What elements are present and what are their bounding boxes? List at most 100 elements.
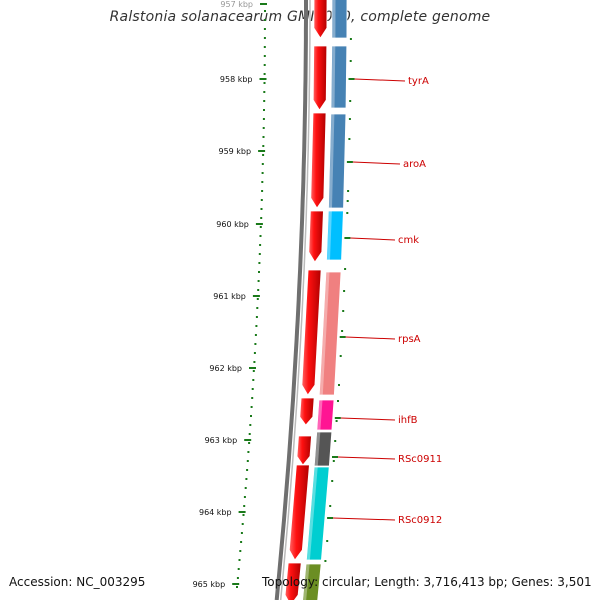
scale-dot [261,172,264,174]
gene-label-tyrA: tyrA [348,76,429,87]
gene-block [316,399,335,431]
scale-dot [335,420,338,422]
forward-gene-arrow [296,435,312,466]
scale-dot [263,28,266,30]
scale-dot [253,352,256,354]
backbone-highlight [279,0,311,600]
tick-mark [244,439,252,441]
gene-name: RSc0912 [398,515,442,526]
scale-dot [252,379,255,381]
scale-dot [236,577,239,579]
scale-dot [243,505,246,507]
scale-dot [260,208,263,210]
gene-label-rpsA: rpsA [339,334,421,345]
scale-dot [239,550,242,552]
scale-dot [347,190,350,192]
scale-dot [258,262,261,264]
scale-dot [261,163,264,165]
scale-dot [263,100,266,102]
scale-dot [341,330,344,332]
forward-gene-arrow [301,269,322,396]
scale-dot [240,541,243,543]
scale-dot [246,460,249,462]
forward-gene-arrow [312,45,328,111]
scale-dot [246,469,249,471]
gene-block [330,45,348,109]
gene-name: tyrA [408,76,429,87]
scale-ticks: 957 kbp 958 kbp 959 kbp 960 kbp 961 kbp 962 k… [193,0,267,589]
scale-dot [349,38,352,40]
scale-dot [326,540,329,542]
scale-dot [263,46,266,48]
scale-dot [251,397,254,399]
scale-dot [261,190,264,192]
scale-dot [237,568,240,570]
scale-dot [255,325,258,327]
gene-name: cmk [398,235,419,246]
gene-name: RSc0911 [398,454,442,465]
gene-block [326,210,344,261]
gene-block [331,0,348,39]
tick-label: 962 kbp [209,364,242,373]
scale-dot [329,505,332,507]
scale-dot [240,532,243,534]
scale-dot [263,73,266,75]
tick-label: 960 kbp [216,220,249,229]
gene-block [302,563,322,600]
scale-dot [346,200,349,202]
gene-block [328,113,347,209]
genome-backbone [274,0,311,600]
scale-dot [263,55,266,57]
scale-dot [257,289,260,291]
scale-dot [349,60,352,62]
scale-dot [264,19,266,21]
scale-dot [259,244,262,246]
scale-dot [263,64,266,66]
forward-gene-arrow [308,210,324,263]
tick-label: 963 kbp [205,436,238,445]
scale-dot [324,560,327,562]
scale-dot [236,586,238,588]
gene-label-RSc0912: RSc0912 [327,515,442,526]
forward-gene-arrow [299,397,315,426]
genome-summary-text: Topology: circular; Length: 3,716,413 bp… [262,575,592,589]
tick-label: 964 kbp [199,508,232,517]
scale-dot [254,334,257,336]
scale-dot [259,226,262,228]
gene-name: ihfB [398,415,418,426]
accession-text: Accession: NC_003295 [9,575,146,589]
scale-dot [339,355,342,357]
tick-mark [238,511,246,513]
scale-dot [241,523,244,525]
scale-dot [255,316,258,318]
gene-label-cmk: cmk [344,235,419,246]
scale-dot [250,406,253,408]
tick-label: 957 kbp [220,0,253,9]
scale-dot [342,310,345,312]
scale-dot [258,253,261,255]
scale-dot [332,460,335,462]
gene-label-aroA: aroA [346,159,426,170]
scale-dot [262,154,265,156]
scale-dot [334,440,337,442]
scale-dot [244,487,247,489]
scale-dot [263,82,266,84]
scale-dot [257,280,260,282]
scale-dot [254,343,257,345]
scale-dot [245,478,248,480]
scale-dot [251,388,254,390]
scale-dot [259,235,262,237]
gene-name: rpsA [398,334,421,345]
scale-dot [262,118,265,120]
scale-dot [262,145,265,147]
scale-dots [236,10,352,588]
tick-mark [232,583,240,585]
scale-dot [248,442,251,444]
gene-label-ihfB: ihfB [334,415,418,426]
tick-label: 961 kbp [213,292,246,301]
scale-dot [262,136,265,138]
scale-dot [263,91,266,93]
tick-label: 959 kbp [218,147,251,156]
forward-gene-arrow [288,464,310,561]
scale-dot [346,212,349,214]
